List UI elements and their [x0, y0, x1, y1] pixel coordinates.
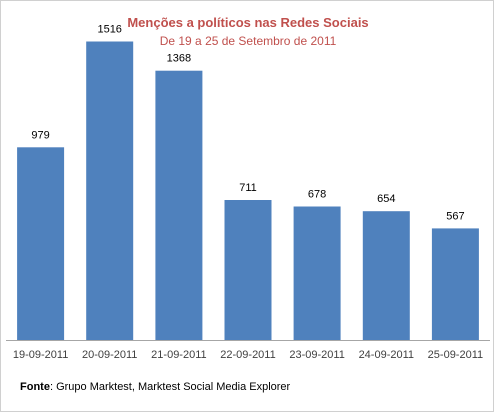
x-tick-label-23-09-2011: 23-09-2011	[289, 349, 344, 361]
bar-19-09-2011	[17, 147, 65, 340]
data-label-21-09-2011: 1368	[167, 53, 191, 65]
bar-21-09-2011	[155, 70, 203, 340]
source-note: Fonte: Grupo Marktest, Marktest Social M…	[20, 381, 290, 393]
bar-22-09-2011	[224, 200, 272, 340]
x-tick-label-22-09-2011: 22-09-2011	[220, 349, 275, 361]
source-text: : Grupo Marktest, Marktest Social Media …	[49, 381, 291, 393]
data-label-25-09-2011: 567	[446, 210, 464, 222]
x-tick-label-19-09-2011: 19-09-2011	[13, 349, 68, 361]
chart-subtitle: De 19 a 25 de Setembro de 2011	[159, 34, 337, 48]
bar-24-09-2011	[362, 211, 410, 340]
chart-title: Menções a políticos nas Redes Sociais	[127, 15, 369, 30]
x-tick-label-20-09-2011: 20-09-2011	[82, 349, 137, 361]
bar-20-09-2011	[86, 41, 134, 340]
x-tick-label-24-09-2011: 24-09-2011	[359, 349, 414, 361]
bar-23-09-2011	[293, 206, 341, 340]
x-tick-label-21-09-2011: 21-09-2011	[151, 349, 206, 361]
data-label-20-09-2011: 1516	[97, 24, 121, 36]
source-label: Fonte	[20, 381, 50, 393]
data-label-24-09-2011: 654	[377, 193, 395, 205]
data-label-23-09-2011: 678	[308, 189, 326, 201]
bar-25-09-2011	[431, 228, 479, 340]
data-label-19-09-2011: 979	[31, 129, 49, 141]
data-label-22-09-2011: 711	[239, 182, 257, 194]
x-tick-label-25-09-2011: 25-09-2011	[428, 349, 483, 361]
